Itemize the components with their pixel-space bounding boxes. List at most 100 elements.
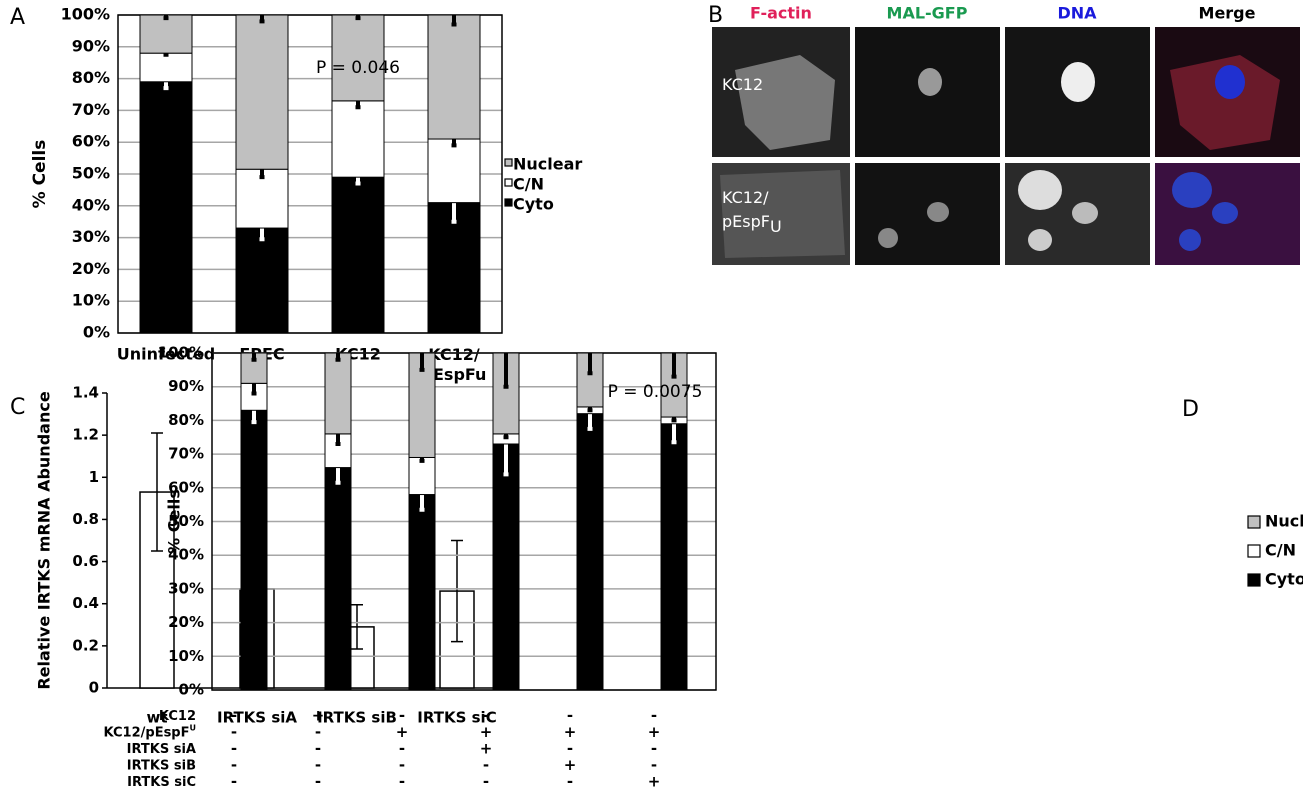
error-bar <box>587 353 593 376</box>
nucleus <box>1179 229 1201 251</box>
micrograph-grid <box>712 27 1300 265</box>
y-tick-label: 1.2 <box>72 426 99 444</box>
error-bar <box>163 15 169 21</box>
error-bar <box>451 15 457 27</box>
condition-sign: + <box>480 740 493 758</box>
condition-sign: - <box>315 723 321 741</box>
error-bar <box>587 406 593 413</box>
condition-sign: + <box>396 723 409 741</box>
legend-swatch <box>1247 515 1261 529</box>
column-label: Merge <box>1199 4 1256 23</box>
y-tick-label: 50% <box>168 512 204 530</box>
nucleus <box>927 202 949 222</box>
column-label: MAL-GFP <box>887 4 968 23</box>
y-tick-label: 20% <box>168 613 204 631</box>
y-tick-label: 100% <box>158 344 204 362</box>
condition-sign: - <box>567 740 573 758</box>
error-bar <box>451 202 457 224</box>
row-label: pEspFU <box>722 212 782 236</box>
error-bar <box>355 100 361 110</box>
error-bar <box>351 604 363 650</box>
y-tick-label: 10% <box>168 647 204 665</box>
bar-segment <box>331 14 385 102</box>
y-tick-label: 1 <box>89 468 99 486</box>
condition-sign: + <box>648 723 661 741</box>
error-bar <box>251 410 257 425</box>
text-part: KC12 <box>159 709 196 724</box>
condition-sign: - <box>483 756 489 774</box>
y-tick-label: 80% <box>72 68 110 87</box>
condition-sign: - <box>399 707 405 725</box>
condition-sign: + <box>648 773 661 791</box>
error-bar <box>451 139 457 148</box>
text-line: KC12/ <box>428 345 480 364</box>
bar-segment <box>576 413 604 691</box>
bar-segment <box>331 100 385 178</box>
error-bar <box>419 494 425 512</box>
y-tick-label: 10% <box>72 291 110 310</box>
error-bar <box>671 423 677 445</box>
condition-sign: - <box>315 773 321 791</box>
nucleus <box>1061 62 1095 102</box>
error-bar <box>335 353 341 362</box>
nucleus <box>1028 229 1052 251</box>
x-tick-label: IRTKS siA <box>217 709 297 727</box>
condition-sign: - <box>231 740 237 758</box>
panel-label: B <box>708 3 723 28</box>
condition-sign: - <box>315 740 321 758</box>
error-bar <box>335 433 341 446</box>
legend-label: Nuclear <box>513 155 582 174</box>
error-bar <box>451 539 463 643</box>
condition-label: IRTKS siA <box>127 742 196 757</box>
y-tick-label: 30% <box>168 579 204 597</box>
condition-label: KC12 <box>159 709 196 724</box>
bar-segment <box>427 14 481 140</box>
y-tick-label: 30% <box>72 227 110 246</box>
bar-segment <box>331 176 385 334</box>
text-line: pEspFu <box>422 365 487 384</box>
y-tick-label: 50% <box>72 164 110 183</box>
text-part: KC12/ <box>722 188 769 207</box>
condition-sign: - <box>399 773 405 791</box>
text-part: U <box>770 217 782 236</box>
text-part: IRTKS siB <box>127 758 196 773</box>
panel-label: C <box>10 395 25 420</box>
y-tick-label: 90% <box>168 377 204 395</box>
y-tick-label: 0.2 <box>72 636 99 654</box>
y-tick-label: 60% <box>72 132 110 151</box>
column-label: F-actin <box>750 4 812 23</box>
bar-segment <box>408 456 436 496</box>
legend-swatch <box>1247 544 1261 558</box>
y-tick-label: 0.8 <box>72 510 99 528</box>
y-tick-label: 100% <box>61 5 110 24</box>
cell <box>1170 55 1280 150</box>
bar-segment <box>324 352 352 435</box>
legend-swatch <box>504 158 513 167</box>
condition-label: IRTKS siB <box>127 758 196 773</box>
error-bar <box>503 353 509 389</box>
row-label: KC12/ <box>722 188 769 207</box>
condition-sign: - <box>651 707 657 725</box>
text-part: IRTKS siA <box>127 742 196 757</box>
bar-segment <box>660 423 688 691</box>
y-tick-label: 1.4 <box>72 384 99 402</box>
y-axis-label: % Cells <box>165 489 184 554</box>
y-tick-label: 0.6 <box>72 552 99 570</box>
error-bar <box>419 457 425 463</box>
x-tick-label: KC12/pEspFu <box>422 345 487 384</box>
nucleus <box>1212 202 1238 224</box>
bar-segment <box>324 467 352 691</box>
x-tick-label: IRTKS siB <box>317 709 397 727</box>
condition-sign: + <box>312 707 325 725</box>
condition-sign: + <box>564 756 577 774</box>
plot-frame <box>117 14 503 334</box>
cell <box>720 170 845 258</box>
y-tick-label: 20% <box>72 259 110 278</box>
condition-label: KC12/pEspFU <box>104 723 196 740</box>
y-tick-label: 60% <box>168 478 204 496</box>
bar-segment <box>576 352 604 408</box>
condition-sign: - <box>483 773 489 791</box>
y-tick-label: 0 <box>89 679 99 697</box>
condition-sign: - <box>399 756 405 774</box>
y-tick-label: 0.4 <box>72 594 99 612</box>
